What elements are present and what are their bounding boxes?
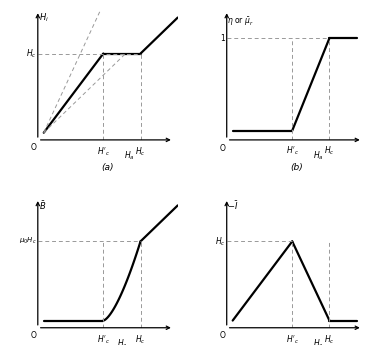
Text: (a): (a) [102, 163, 114, 172]
Text: $H'_c$: $H'_c$ [286, 334, 299, 345]
Text: (b): (b) [290, 163, 303, 172]
Text: $H'_c$: $H'_c$ [97, 146, 110, 158]
Text: $H_c$: $H_c$ [135, 146, 146, 158]
Text: $H_c$: $H_c$ [324, 145, 335, 157]
Text: $H'_c$: $H'_c$ [286, 145, 299, 157]
Text: $H_a$: $H_a$ [313, 149, 324, 162]
Text: $H_a$: $H_a$ [313, 338, 324, 345]
Text: $H_i$: $H_i$ [39, 12, 48, 24]
Text: $H_c$: $H_c$ [215, 235, 225, 248]
Text: O: O [31, 143, 36, 152]
Text: O: O [219, 331, 225, 339]
Text: O: O [219, 144, 225, 152]
Text: $\eta$ or $\bar{\mu}_r$: $\eta$ or $\bar{\mu}_r$ [228, 15, 254, 28]
Text: O: O [31, 331, 36, 339]
Text: $H'_c$: $H'_c$ [97, 334, 110, 345]
Text: $-\bar{I}$: $-\bar{I}$ [228, 200, 240, 213]
Text: $H_c$: $H_c$ [135, 334, 146, 345]
Text: $H_c$: $H_c$ [324, 334, 335, 345]
Text: $\mu_0 H_c$: $\mu_0 H_c$ [19, 236, 37, 246]
Text: $H_c$: $H_c$ [26, 47, 36, 60]
Text: 1: 1 [220, 33, 225, 43]
Text: $H_a$: $H_a$ [124, 150, 135, 162]
Text: $\bar{B}$: $\bar{B}$ [39, 200, 46, 213]
Text: $H_a$: $H_a$ [118, 338, 128, 345]
